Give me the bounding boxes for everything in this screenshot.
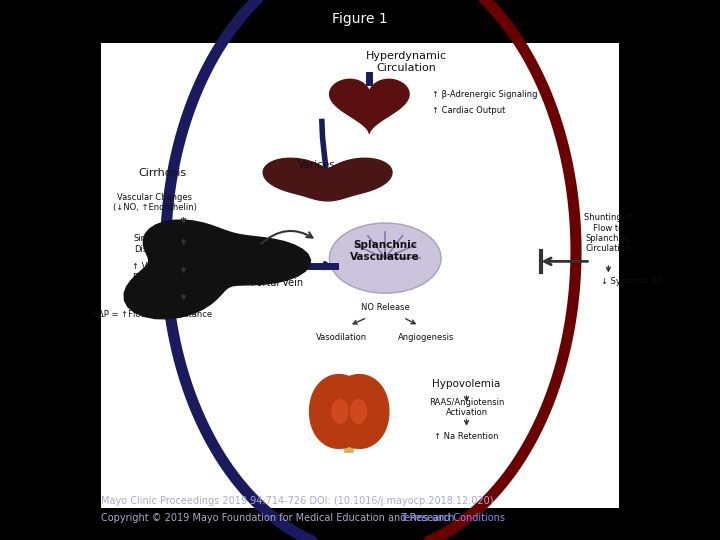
Polygon shape (330, 79, 409, 133)
Text: ↑ Na Retention: ↑ Na Retention (434, 432, 499, 441)
FancyBboxPatch shape (101, 43, 619, 508)
Text: Angiogenesis: Angiogenesis (398, 333, 454, 342)
Text: Hypovolemia: Hypovolemia (433, 380, 500, 389)
Text: Sinusoidal
Distortion: Sinusoidal Distortion (133, 234, 176, 254)
Text: +: + (179, 223, 189, 233)
Polygon shape (328, 375, 389, 448)
Text: Vascular Changes
(↓NO, ↑Endothelin): Vascular Changes (↓NO, ↑Endothelin) (113, 193, 197, 212)
Text: Cirrhosis: Cirrhosis (138, 168, 186, 178)
Polygon shape (310, 375, 370, 448)
Text: Hyperdynamic
Circulation: Hyperdynamic Circulation (366, 51, 447, 73)
Text: Copyright © 2019 Mayo Foundation for Medical Education and Research: Copyright © 2019 Mayo Foundation for Med… (101, 514, 457, 523)
Text: Figure 1: Figure 1 (332, 12, 388, 26)
Text: RAAS/Angiotensin
Activation: RAAS/Angiotensin Activation (429, 398, 504, 417)
Text: Portal Vein: Portal Vein (251, 279, 303, 288)
Polygon shape (124, 220, 310, 319)
Text: ↑ Vascular
Resistance: ↑ Vascular Resistance (132, 262, 178, 282)
Text: Splanchnic
Vasculature: Splanchnic Vasculature (351, 240, 420, 262)
Text: Vasodilation: Vasodilation (316, 333, 368, 342)
Text: Shunting of
Flow to
Splanchnic
Circulation: Shunting of Flow to Splanchnic Circulati… (584, 213, 633, 253)
Polygon shape (264, 158, 392, 201)
Text: ↑ΔP = ↑Flow × ↑Resistance: ↑ΔP = ↑Flow × ↑Resistance (91, 310, 212, 319)
Text: Mayo Clinic Proceedings 2019 94:714-726 DOI: (10.1016/j.mayocp.2018.12.020): Mayo Clinic Proceedings 2019 94:714-726 … (101, 496, 493, 506)
Polygon shape (332, 400, 348, 423)
Text: ↓ Systemic BP: ↓ Systemic BP (601, 278, 662, 286)
Text: NO Release: NO Release (361, 303, 410, 312)
Text: Varices: Varices (298, 160, 336, 170)
Text: Terms and Conditions: Terms and Conditions (400, 514, 505, 523)
Text: ↑ β-Adrenergic Signaling: ↑ β-Adrenergic Signaling (432, 90, 538, 99)
Polygon shape (351, 400, 366, 423)
Text: ↑ Cardiac Output: ↑ Cardiac Output (432, 106, 505, 115)
Ellipse shape (330, 223, 441, 293)
